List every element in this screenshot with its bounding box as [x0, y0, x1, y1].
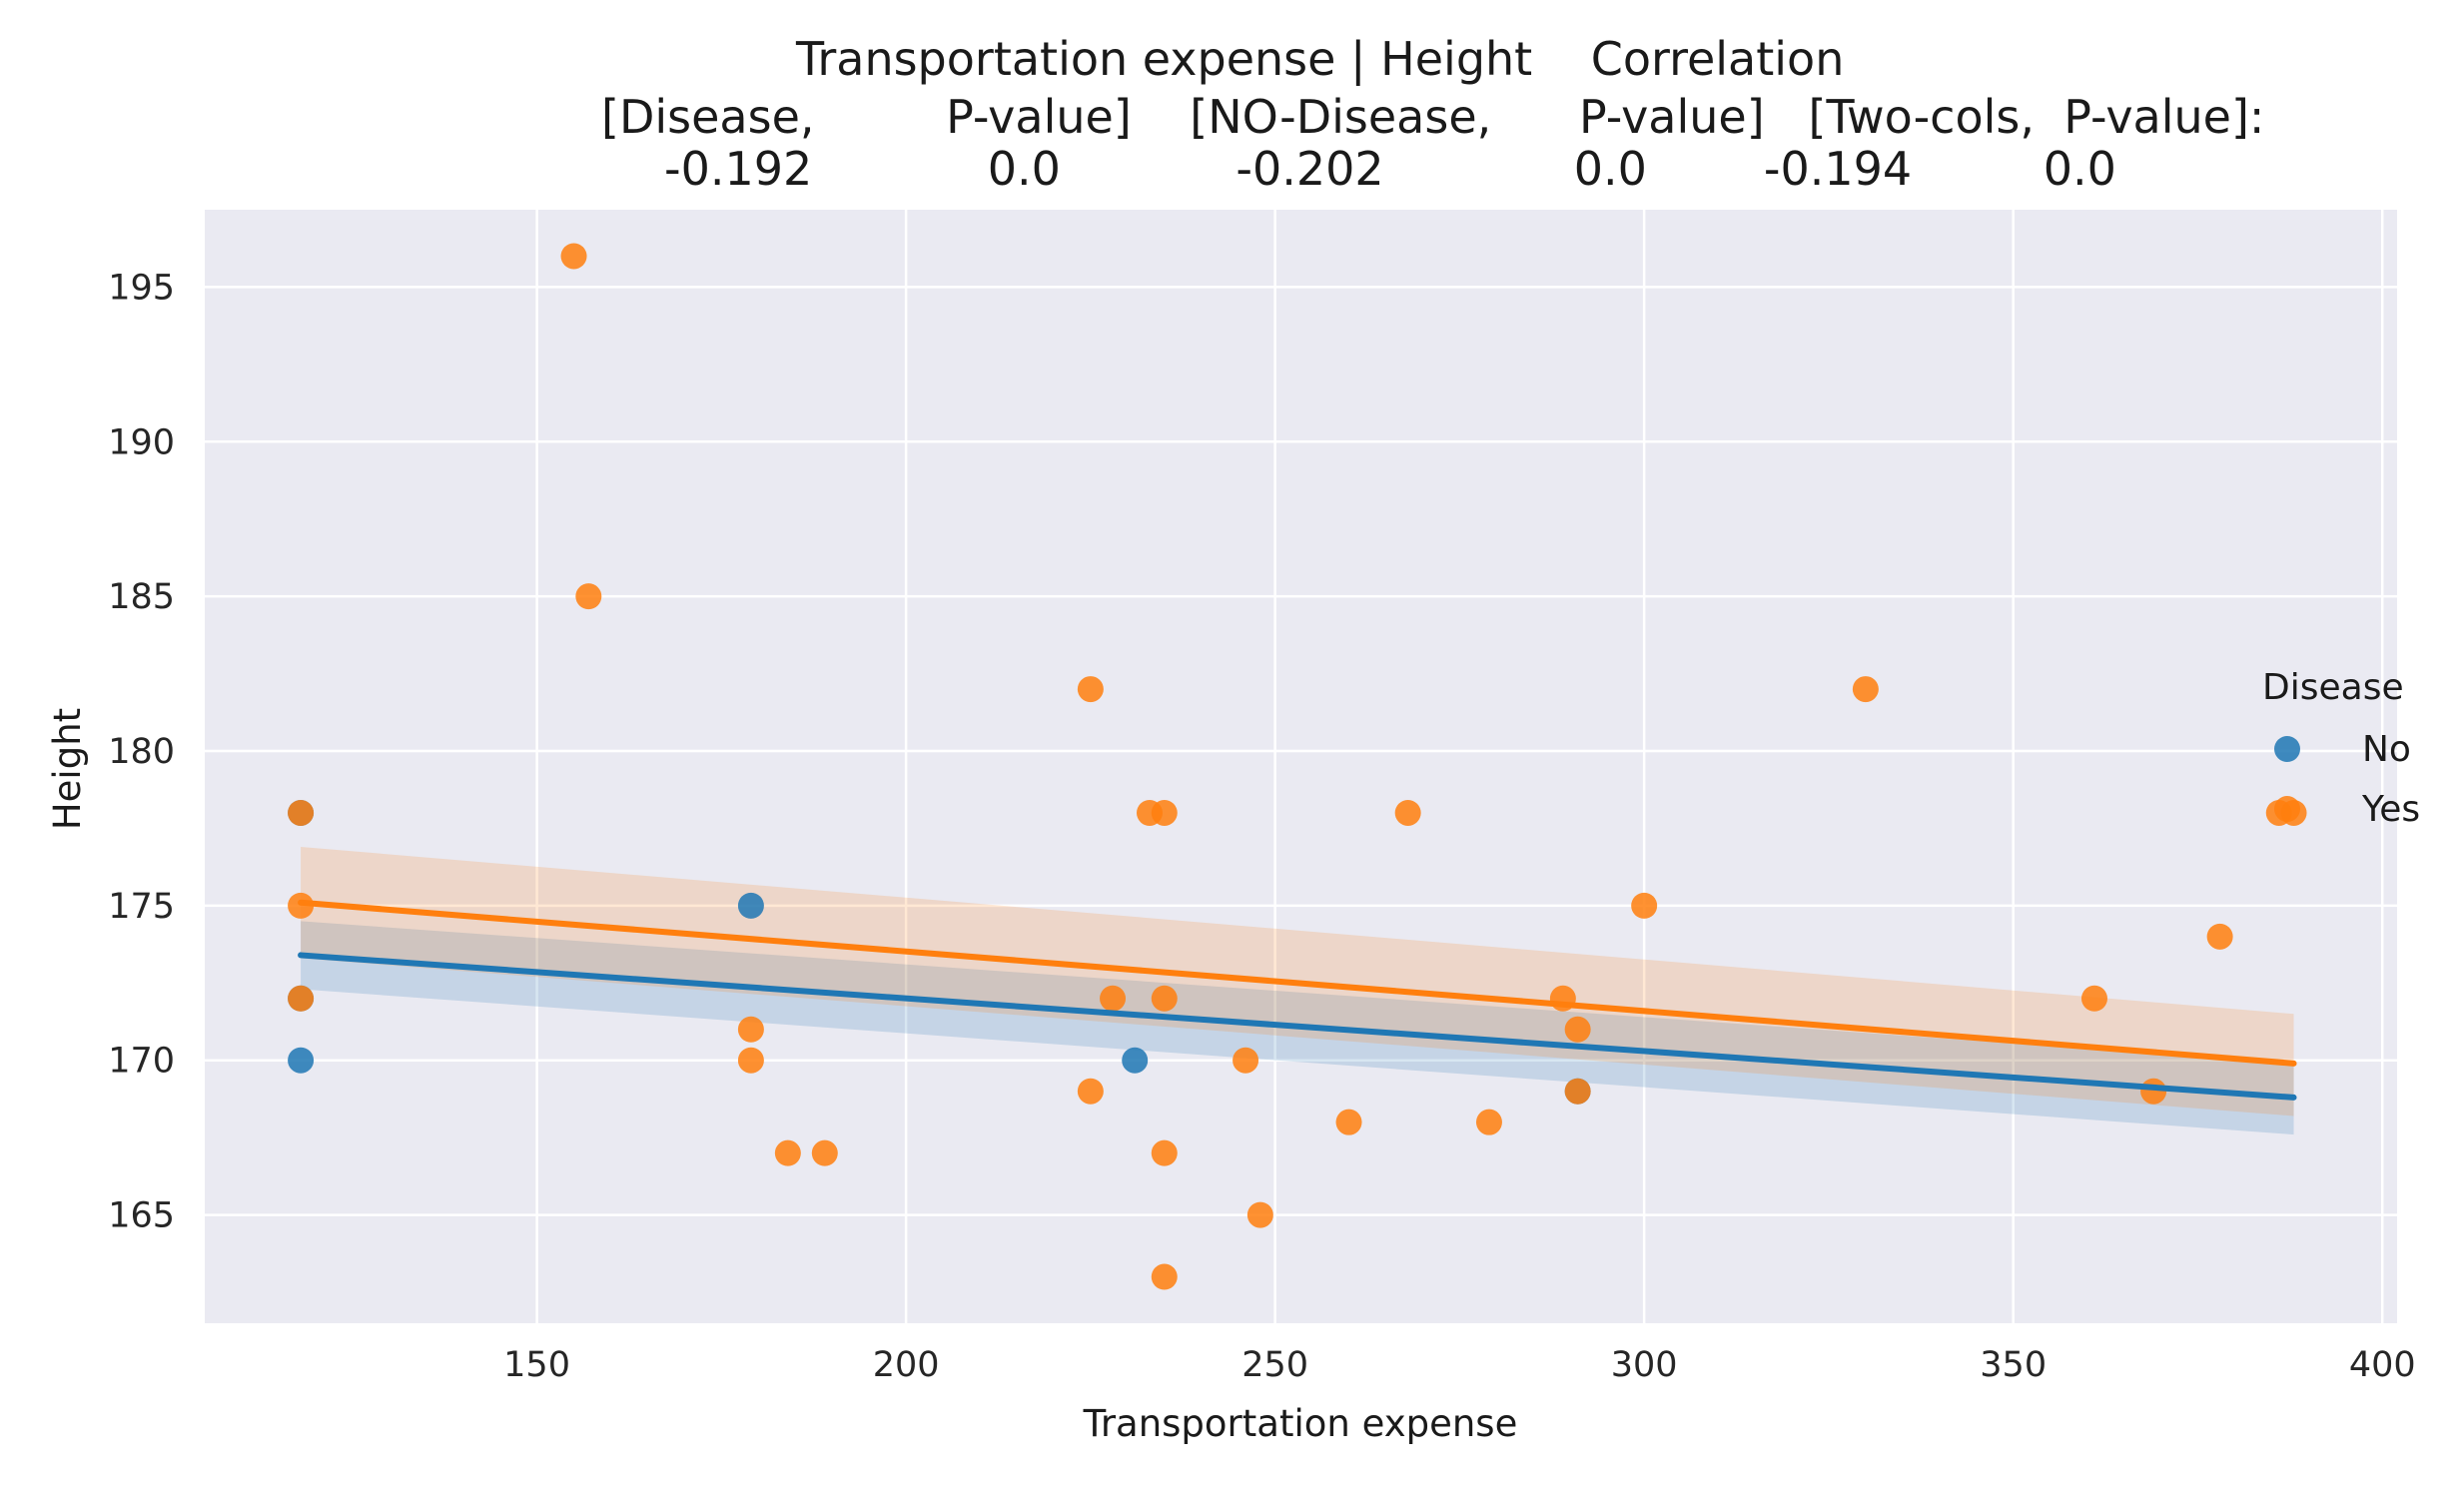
- data-point-yes: [575, 583, 602, 610]
- data-point-no: [288, 1047, 315, 1074]
- y-axis-ticks: 165 170 175 180 185 190 195: [108, 268, 175, 1235]
- data-point-yes: [1077, 676, 1104, 703]
- data-point-yes: [1151, 799, 1178, 826]
- data-point-yes: [288, 799, 315, 826]
- data-point-yes: [1100, 985, 1127, 1012]
- legend-title: Disease: [2262, 667, 2404, 708]
- y-tick-label: 190: [108, 422, 175, 462]
- data-point-yes: [1077, 1078, 1104, 1105]
- x-tick-label: 250: [1241, 1345, 1308, 1385]
- data-point-yes: [737, 1047, 764, 1074]
- y-tick-label: 175: [108, 887, 175, 927]
- data-point-yes: [1852, 676, 1879, 703]
- plot-background: [205, 210, 2397, 1323]
- legend: Disease No Yes: [2262, 667, 2420, 830]
- data-point-yes: [1564, 1016, 1591, 1043]
- data-point-yes: [1232, 1047, 1259, 1074]
- x-tick-label: 400: [2349, 1345, 2416, 1385]
- fit-line-no: [298, 952, 2297, 1101]
- y-tick-label: 195: [108, 268, 175, 308]
- data-point-yes: [288, 985, 315, 1012]
- data-point-no: [1122, 1047, 1149, 1074]
- grid-lines: [205, 210, 2397, 1323]
- x-axis-label: Transportation expense: [1083, 1402, 1518, 1445]
- x-tick-label: 200: [873, 1345, 940, 1385]
- chart-title-line-1: Transportation expense | Height Correlat…: [796, 32, 1845, 86]
- data-point-no: [737, 892, 764, 919]
- data-points: [288, 243, 2307, 1290]
- y-tick-label: 170: [108, 1042, 175, 1082]
- chart-title-line-2: [Disease, P-value] [NO-Disease, P-value]…: [601, 90, 2265, 144]
- y-axis-label: Height: [46, 708, 89, 830]
- data-point-yes: [1151, 1263, 1178, 1290]
- data-point-yes: [1564, 1078, 1591, 1105]
- data-point-yes: [1246, 1201, 1273, 1228]
- legend-label-no: No: [2362, 729, 2411, 770]
- legend-marker-yes: [2274, 796, 2300, 822]
- x-tick-label: 150: [503, 1345, 570, 1385]
- x-tick-label: 350: [1980, 1345, 2047, 1385]
- data-point-yes: [737, 1016, 764, 1043]
- data-point-yes: [2140, 1078, 2167, 1105]
- data-point-yes: [1151, 985, 1178, 1012]
- data-point-yes: [2206, 923, 2233, 950]
- x-axis-ticks: 150 200 250 300 350 400: [503, 1345, 2415, 1385]
- legend-label-yes: Yes: [2361, 789, 2420, 830]
- chart-title-line-3: -0.192 0.0 -0.202 0.0 -0.194 0.0: [664, 142, 2116, 196]
- fit-lines: [298, 899, 2297, 1101]
- data-point-yes: [1394, 799, 1421, 826]
- data-point-yes: [774, 1139, 801, 1166]
- y-tick-label: 165: [108, 1196, 175, 1236]
- fit-line-yes: [298, 899, 2297, 1067]
- legend-marker-no: [2274, 736, 2300, 762]
- y-tick-label: 185: [108, 577, 175, 617]
- data-point-yes: [288, 892, 315, 919]
- data-point-yes: [811, 1139, 838, 1166]
- data-point-yes: [560, 243, 587, 270]
- data-point-yes: [1631, 892, 1658, 919]
- data-point-yes: [1475, 1109, 1502, 1135]
- data-point-yes: [1151, 1139, 1178, 1166]
- y-tick-label: 180: [108, 732, 175, 772]
- x-tick-label: 300: [1611, 1345, 1678, 1385]
- data-point-yes: [1335, 1109, 1362, 1135]
- data-point-yes: [2080, 985, 2107, 1012]
